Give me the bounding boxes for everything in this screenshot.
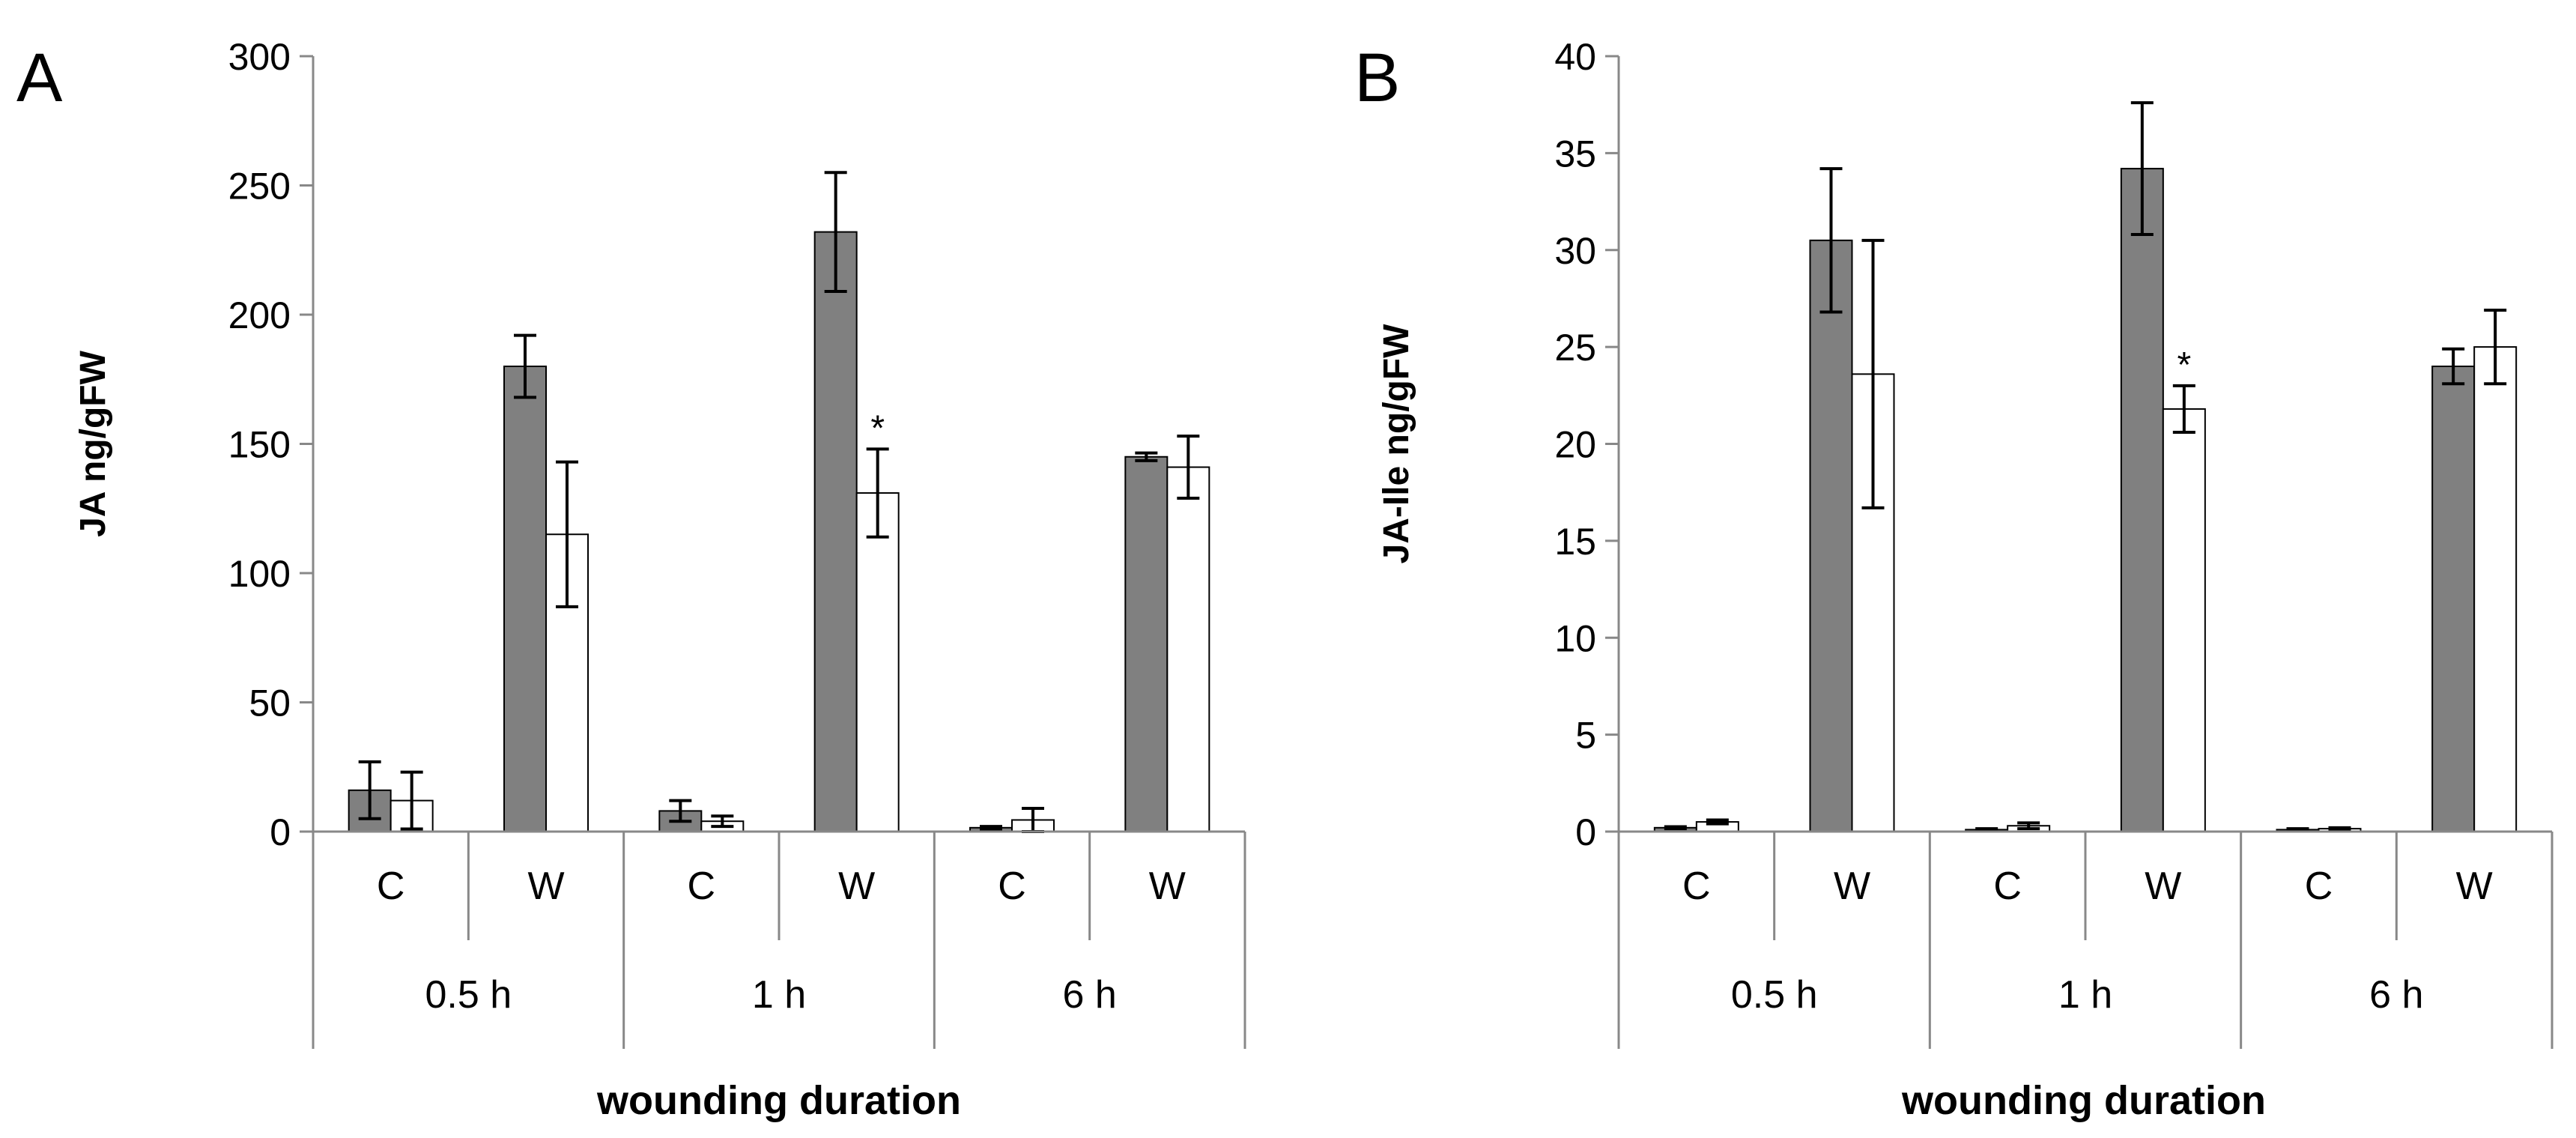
category-label: W bbox=[2145, 865, 2181, 908]
chart-panel-a: A 0 50 100 150 200 250 300 JA ng/gFW * C W C W C W 0.5 h… bbox=[16, 36, 1246, 1123]
bar bbox=[813, 231, 858, 833]
group-label: 1 h bbox=[752, 973, 806, 1017]
category-label: C bbox=[377, 865, 405, 908]
bar bbox=[2473, 346, 2518, 832]
bar bbox=[1124, 455, 1169, 832]
category-label: W bbox=[527, 865, 564, 908]
y-tick-label: 200 bbox=[228, 294, 291, 336]
y-tick-label: 10 bbox=[1554, 617, 1596, 659]
group-label: 0.5 h bbox=[425, 973, 512, 1017]
bar bbox=[1166, 466, 1210, 832]
category-label: C bbox=[2305, 865, 2333, 908]
bar bbox=[2431, 366, 2476, 832]
category-label: C bbox=[1993, 865, 2022, 908]
category-label: W bbox=[2456, 865, 2493, 908]
group-label: 6 h bbox=[1063, 973, 1117, 1017]
group-label: 1 h bbox=[2058, 973, 2112, 1017]
y-tick-label: 15 bbox=[1554, 521, 1596, 563]
bar bbox=[2120, 168, 2164, 832]
y-axis-title: JA ng/gFW bbox=[73, 350, 113, 537]
x-axis-title: wounding duration bbox=[1901, 1078, 2266, 1123]
bar bbox=[1809, 239, 1853, 832]
y-tick-label: 35 bbox=[1554, 133, 1596, 175]
chart-panel-b: B 0 5 10 15 20 25 30 35 40 JA-Ile ng/gFW * C W C W C W 0.5… bbox=[1354, 36, 2554, 1123]
bar bbox=[855, 492, 900, 832]
y-tick-label: 5 bbox=[1575, 715, 1596, 757]
x-axis-title: wounding duration bbox=[596, 1078, 961, 1123]
y-tick-label: 25 bbox=[1554, 327, 1596, 369]
y-tick-label: 20 bbox=[1554, 424, 1596, 466]
y-tick-label: 0 bbox=[270, 811, 291, 853]
significance-marker: * bbox=[2177, 345, 2191, 385]
y-tick-label: 300 bbox=[228, 36, 291, 78]
category-label: W bbox=[1834, 865, 1870, 908]
panel-label: B bbox=[1354, 40, 1400, 116]
group-label: 0.5 h bbox=[1731, 973, 1818, 1017]
y-tick-label: 150 bbox=[228, 424, 291, 466]
category-label: W bbox=[838, 865, 875, 908]
category-label: C bbox=[688, 865, 716, 908]
significance-marker: * bbox=[870, 408, 885, 448]
y-tick-label: 100 bbox=[228, 553, 291, 595]
bar bbox=[503, 366, 547, 832]
panel-label: A bbox=[16, 40, 63, 116]
y-tick-label: 250 bbox=[228, 166, 291, 208]
y-tick-label: 0 bbox=[1575, 811, 1596, 853]
category-label: W bbox=[1149, 865, 1186, 908]
group-label: 6 h bbox=[2369, 973, 2423, 1017]
y-tick-label: 50 bbox=[249, 683, 291, 724]
y-tick-label: 40 bbox=[1554, 36, 1596, 78]
category-label: C bbox=[1682, 865, 1711, 908]
bar bbox=[2162, 408, 2206, 832]
category-label: C bbox=[998, 865, 1026, 908]
y-axis-title: JA-Ile ng/gFW bbox=[1377, 324, 1416, 564]
y-tick-label: 30 bbox=[1554, 230, 1596, 272]
